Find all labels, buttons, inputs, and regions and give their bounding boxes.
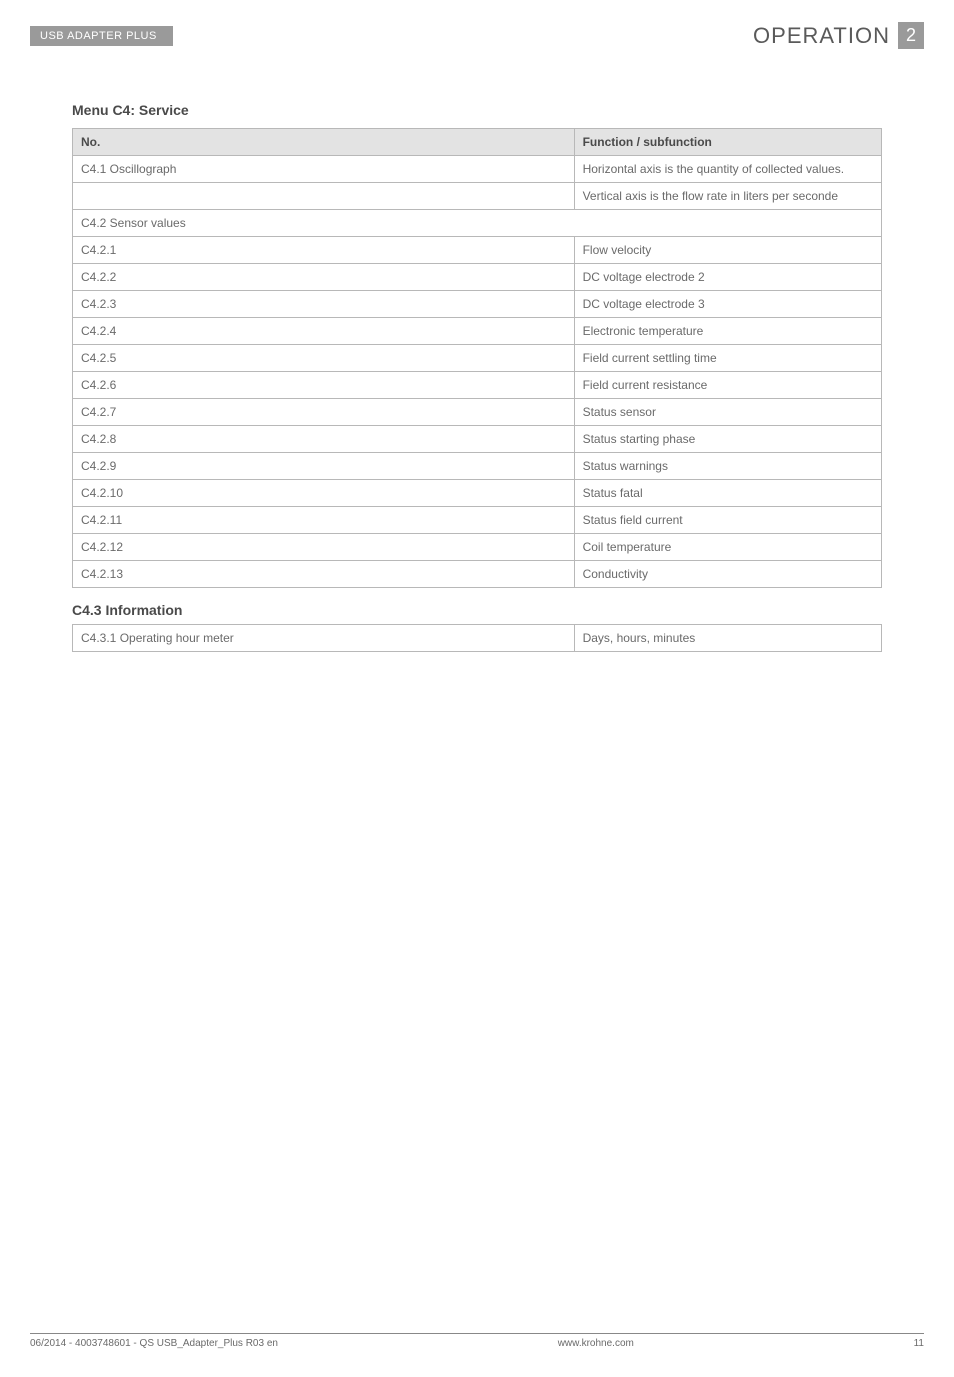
- table-row: C4.2.3DC voltage electrode 3: [73, 291, 882, 318]
- footer-page-number: 11: [914, 1338, 924, 1349]
- table-cell-function: Field current resistance: [574, 372, 881, 399]
- content-area: Menu C4: Service No. Function / subfunct…: [72, 102, 882, 652]
- table-cell-function: Status sensor: [574, 399, 881, 426]
- table-row: C4.2.13Conductivity: [73, 561, 882, 588]
- table-row: C4.2.11Status field current: [73, 507, 882, 534]
- table-cell-function: Status field current: [574, 507, 881, 534]
- table-cell-no: C4.2.12: [73, 534, 575, 561]
- table-cell-no: C4.2.2: [73, 264, 575, 291]
- table-row: C4.2.1Flow velocity: [73, 237, 882, 264]
- table-row: C4.2.10Status fatal: [73, 480, 882, 507]
- table-row: C4.2.4Electronic temperature: [73, 318, 882, 345]
- table-cell-function: Status fatal: [574, 480, 881, 507]
- information-table: C4.3.1 Operating hour meterDays, hours, …: [72, 624, 882, 652]
- table-row: C4.2.9Status warnings: [73, 453, 882, 480]
- table-row: C4.1 OscillographHorizontal axis is the …: [73, 156, 882, 183]
- info-title: C4.3 Information: [72, 602, 882, 618]
- table-row: C4.2.8Status starting phase: [73, 426, 882, 453]
- table-row: C4.2.6Field current resistance: [73, 372, 882, 399]
- table-cell-function: DC voltage electrode 2: [574, 264, 881, 291]
- table-cell-function: Field current settling time: [574, 345, 881, 372]
- section-label: OPERATION: [753, 23, 890, 49]
- table-cell-function: Days, hours, minutes: [574, 625, 881, 652]
- page-footer: 06/2014 - 4003748601 - QS USB_Adapter_Pl…: [30, 1333, 924, 1349]
- table-cell-function: DC voltage electrode 3: [574, 291, 881, 318]
- table-cell-no: C4.2.6: [73, 372, 575, 399]
- table-row: Vertical axis is the flow rate in liters…: [73, 183, 882, 210]
- table-cell-function: Coil temperature: [574, 534, 881, 561]
- table-cell-no: C4.2.9: [73, 453, 575, 480]
- table-cell-no: C4.2.5: [73, 345, 575, 372]
- table-cell-full: C4.2 Sensor values: [73, 210, 882, 237]
- page-header: USB ADAPTER PLUS OPERATION 2: [30, 26, 924, 58]
- table-cell-no: C4.2.1: [73, 237, 575, 264]
- footer-center: www.krohne.com: [558, 1338, 634, 1349]
- table-row: C4.2 Sensor values: [73, 210, 882, 237]
- table-cell-no: C4.2.3: [73, 291, 575, 318]
- table-row: C4.2.5Field current settling time: [73, 345, 882, 372]
- table-row: C4.2.7Status sensor: [73, 399, 882, 426]
- table-cell-function: Flow velocity: [574, 237, 881, 264]
- table-header-row: No. Function / subfunction: [73, 129, 882, 156]
- table-cell-no: C4.1 Oscillograph: [73, 156, 575, 183]
- table-row: C4.2.12Coil temperature: [73, 534, 882, 561]
- col-header-function: Function / subfunction: [574, 129, 881, 156]
- table-cell-no: C4.3.1 Operating hour meter: [73, 625, 575, 652]
- table-cell-function: Conductivity: [574, 561, 881, 588]
- product-label: USB ADAPTER PLUS: [30, 26, 173, 46]
- section-label-group: OPERATION 2: [753, 22, 924, 49]
- table-row: C4.2.2DC voltage electrode 2: [73, 264, 882, 291]
- table-cell-function: Status warnings: [574, 453, 881, 480]
- section-number-badge: 2: [898, 22, 924, 49]
- table-cell-no: C4.2.11: [73, 507, 575, 534]
- table-row: C4.3.1 Operating hour meterDays, hours, …: [73, 625, 882, 652]
- table-cell-no: [73, 183, 575, 210]
- col-header-no: No.: [73, 129, 575, 156]
- menu-title: Menu C4: Service: [72, 102, 882, 118]
- table-cell-no: C4.2.4: [73, 318, 575, 345]
- table-cell-function: Vertical axis is the flow rate in liters…: [574, 183, 881, 210]
- service-table: No. Function / subfunction C4.1 Oscillog…: [72, 128, 882, 588]
- table-cell-no: C4.2.8: [73, 426, 575, 453]
- table-cell-function: Electronic temperature: [574, 318, 881, 345]
- table-cell-no: C4.2.10: [73, 480, 575, 507]
- table-cell-no: C4.2.13: [73, 561, 575, 588]
- footer-left: 06/2014 - 4003748601 - QS USB_Adapter_Pl…: [30, 1338, 278, 1349]
- table-cell-function: Horizontal axis is the quantity of colle…: [574, 156, 881, 183]
- table-cell-no: C4.2.7: [73, 399, 575, 426]
- table-cell-function: Status starting phase: [574, 426, 881, 453]
